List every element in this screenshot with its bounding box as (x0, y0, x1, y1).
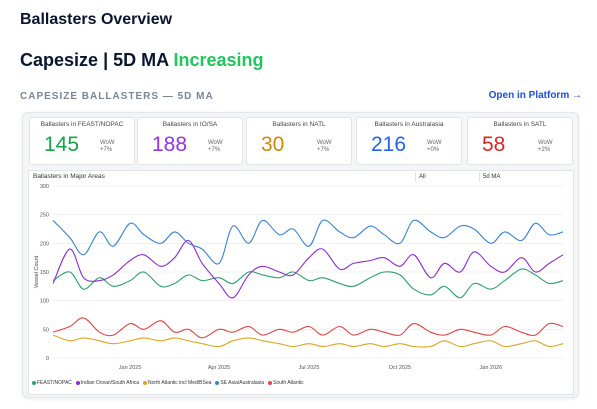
y-tick-label: 200 (40, 241, 49, 247)
y-tick-label: 150 (40, 270, 49, 276)
kpi-wow: WoW +7% (100, 140, 115, 153)
kpi-value: 58 (482, 133, 506, 156)
x-tick-label: Oct 2025 (389, 365, 411, 371)
mode-control[interactable]: 5d MA (479, 172, 543, 182)
kpi-wow: WoW +0% (427, 140, 442, 153)
legend-label: Indian Ocean/South Africa (80, 380, 140, 386)
kpi-label: Ballasters in FEAST/NOPAC (40, 121, 124, 128)
legend-label: FEAST/NOPAC (37, 380, 72, 386)
legend-dot-icon (215, 380, 220, 385)
y-tick-label: 300 (40, 184, 49, 190)
kpi-value: 30 (261, 133, 285, 156)
legend-dot-icon (268, 380, 273, 385)
kpi-value: 145 (44, 133, 80, 156)
legend-dot-icon (75, 380, 80, 385)
series-line (52, 334, 564, 348)
kpi-wow: WoW +7% (208, 140, 223, 153)
kpi-card: Ballasters in FEAST/NOPAC 145 WoW +7% (29, 117, 135, 165)
chart-title: Ballasters in Major Areas (33, 173, 105, 180)
open-in-platform-link[interactable]: Open in Platform → (488, 90, 582, 101)
y-axis-label: Vessel Count (34, 255, 40, 288)
legend-item[interactable]: South Atlantic (268, 380, 304, 386)
kpi-wow: WoW +7% (317, 140, 332, 153)
metric-label: 5D MA (113, 50, 169, 70)
summary-line: Capesize | 5D MA Increasing (20, 50, 264, 71)
kpi-label: Ballasters in SATL (493, 121, 547, 128)
legend-label: South Atlantic (273, 380, 304, 386)
x-tick-label: Jan 2025 (119, 365, 142, 371)
series-line (52, 268, 564, 299)
chart-legend: FEAST/NOPAC Indian Ocean/South Africa Nort… (32, 380, 308, 386)
line-chart: 0 50 100 150 200 250 300 Jan 2025 Apr 2025 Jul 20… (34, 184, 564, 371)
legend-dot-icon (32, 380, 36, 385)
x-tick-label: Jul 2025 (299, 365, 320, 371)
y-tick-label: 0 (46, 356, 49, 362)
series-line (52, 219, 564, 265)
kpi-label: Ballasters in Australasia (374, 121, 444, 128)
kpi-wow: WoW +2% (538, 140, 553, 153)
y-tick-label: 100 (40, 299, 49, 305)
legend-label: North Atlantic incl Med/BSea (148, 380, 212, 386)
filter-control[interactable]: All (415, 172, 474, 182)
kpi-value: 188 (152, 133, 188, 156)
vessel-type: Capesize (20, 50, 99, 70)
page-title: Ballasters Overview (20, 11, 173, 28)
kpi-value: 216 (371, 133, 407, 156)
kpi-label: Ballasters in IO/SA (162, 121, 218, 128)
separator: | (103, 50, 109, 70)
kpi-row: Ballasters in FEAST/NOPAC 145 WoW +7% Ballas… (25, 117, 573, 165)
legend-item[interactable]: FEAST/NOPAC (32, 380, 72, 386)
series-line (52, 239, 564, 299)
kpi-card: Ballasters in SATL 58 WoW +2% (467, 117, 573, 165)
chart-card: Ballasters in Major Areas All 5d MA 0 50 1… (28, 170, 574, 395)
legend-label: SE Asia/Australasia (220, 380, 265, 386)
kpi-card: Ballasters in IO/SA 188 WoW +7% (137, 117, 243, 165)
x-tick-label: Apr 2025 (208, 365, 230, 371)
legend-dot-icon (143, 380, 148, 385)
y-tick-label: 50 (43, 327, 49, 333)
legend-item[interactable]: Indian Ocean/South Africa (75, 380, 140, 386)
legend-item[interactable]: SE Asia/Australasia (215, 380, 264, 386)
kpi-label: Ballasters in NATL (272, 121, 326, 128)
section-label: CAPESIZE BALLASTERS — 5D MA (20, 91, 214, 102)
x-tick-label: Jan 2026 (480, 365, 503, 371)
legend-item[interactable]: North Atlantic incl Med/BSea (143, 380, 211, 386)
kpi-card: Ballasters in Australasia 216 WoW +0% (356, 117, 462, 165)
trend-status: Increasing (173, 50, 264, 70)
y-tick-label: 250 (40, 213, 49, 219)
series-line (52, 317, 564, 339)
kpi-card: Ballasters in NATL 30 WoW +7% (246, 117, 352, 165)
